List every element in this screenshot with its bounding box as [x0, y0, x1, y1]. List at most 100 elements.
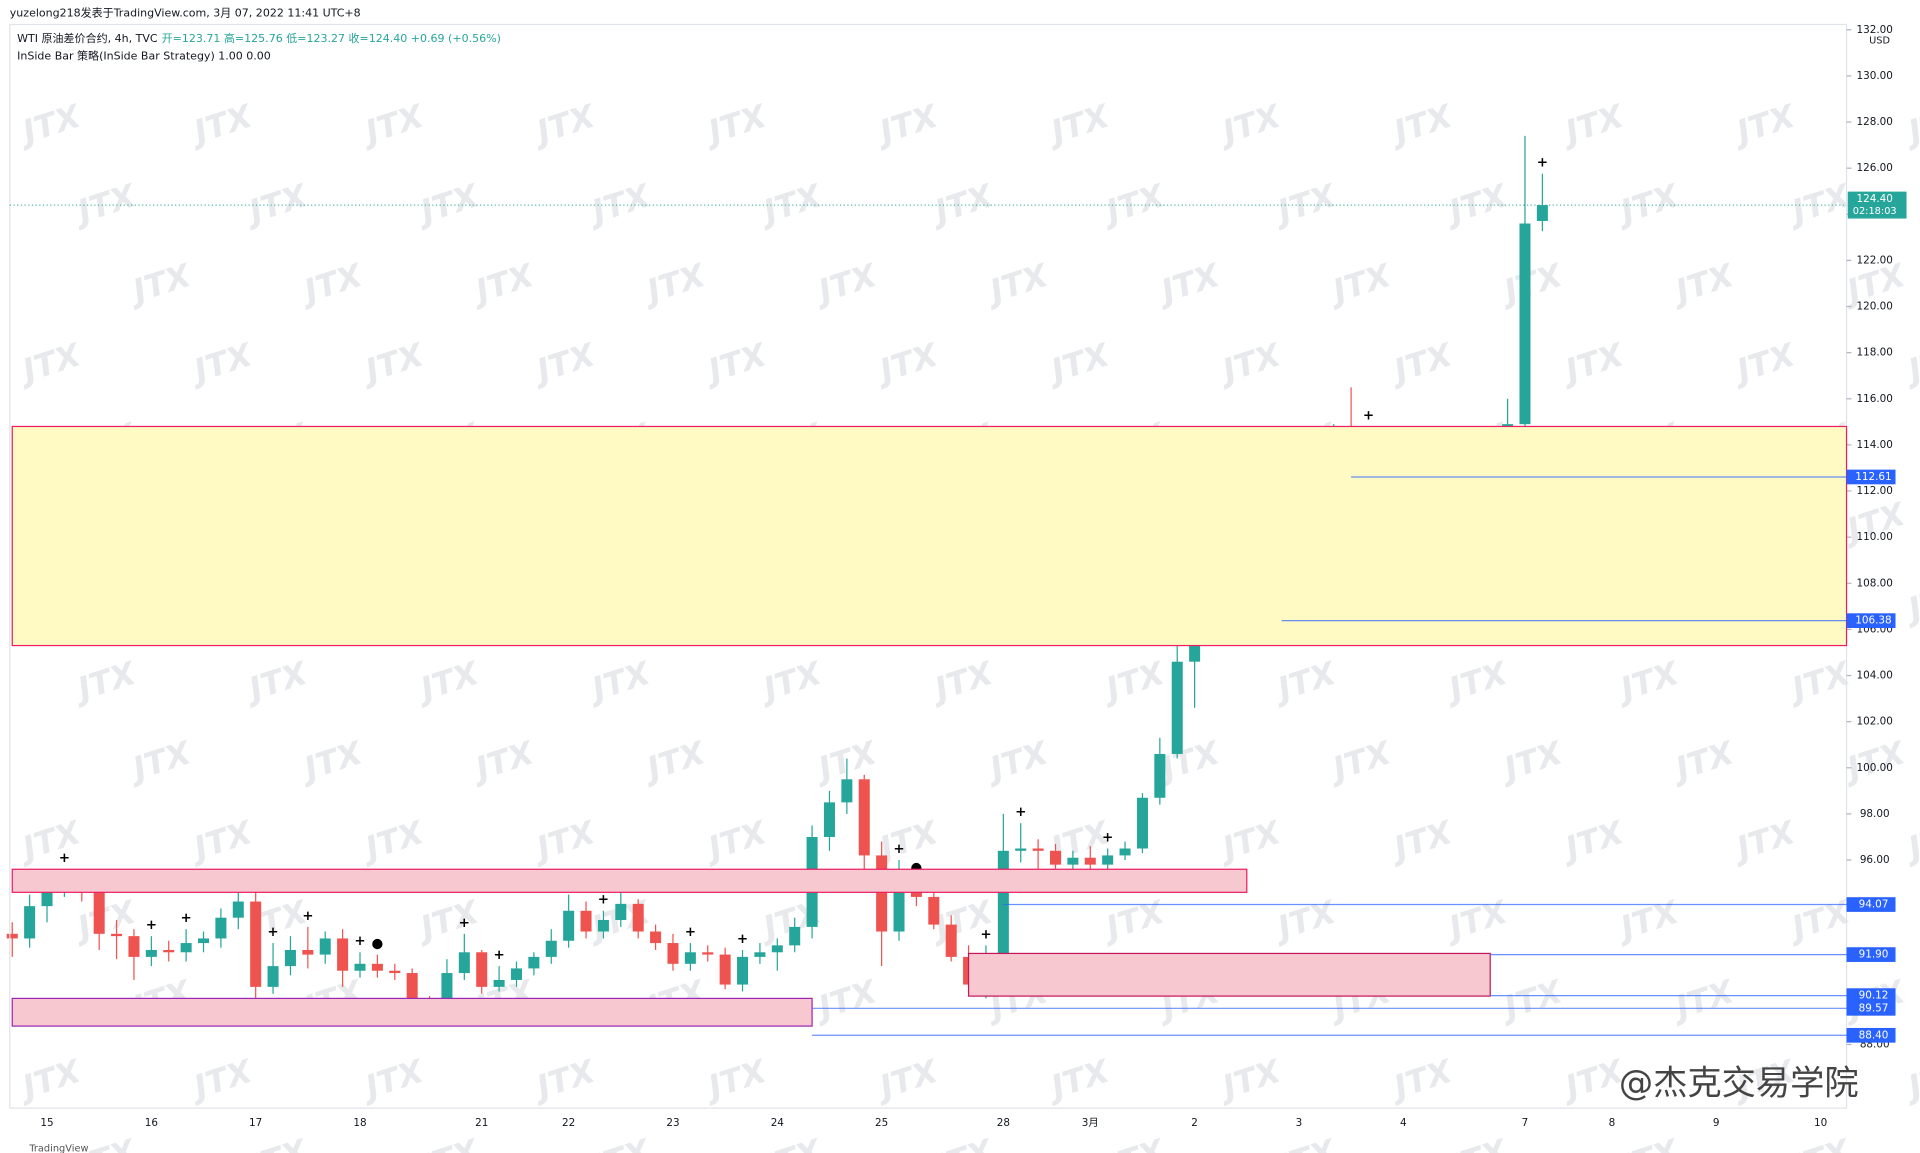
- y-tick-label: 120.00: [1857, 301, 1893, 313]
- candle-body: [1519, 223, 1531, 425]
- credit-watermark: @杰克交易学院: [1619, 1063, 1859, 1103]
- ohlc-line: 开=123.71 高=125.76 低=123.27 收=124.40 +0.6…: [162, 31, 501, 45]
- y-tick-label: 126.00: [1857, 162, 1893, 174]
- candle-body: [719, 954, 731, 985]
- x-tick-label: 18: [353, 1117, 366, 1129]
- signal: +: [893, 842, 904, 857]
- candle-body: [319, 938, 331, 955]
- signal: +: [459, 916, 470, 931]
- x-tick-label: 25: [875, 1117, 888, 1129]
- candle-body: [893, 890, 905, 932]
- x-tick-label: 24: [771, 1117, 785, 1129]
- currency: USD: [1869, 35, 1890, 46]
- signal: +: [180, 911, 191, 926]
- y-tick-label: 132.00: [1857, 24, 1893, 36]
- candle-body: [597, 919, 609, 932]
- candle-body: [563, 910, 575, 941]
- candle-body: [510, 968, 522, 980]
- x-tick-label: 3月: [1082, 1117, 1099, 1129]
- candle-body: [180, 943, 192, 953]
- logo: TradingView: [28, 1144, 88, 1153]
- signal: +: [685, 925, 696, 940]
- y-tick-label: 110.00: [1857, 531, 1893, 543]
- signal: +: [354, 934, 365, 949]
- candle-body: [302, 949, 314, 955]
- x-tick-label: 17: [249, 1117, 262, 1129]
- candle-body: [771, 945, 783, 953]
- price-tag-label: 89.57: [1859, 1002, 1889, 1014]
- signal: +: [302, 909, 313, 924]
- candle-body: [1084, 857, 1096, 865]
- candle-body: [1136, 797, 1148, 849]
- x-tick-label: 10: [1814, 1117, 1827, 1129]
- candle-body: [232, 901, 244, 918]
- candle-body: [1102, 855, 1114, 865]
- signal: +: [267, 925, 278, 940]
- candle-body: [145, 949, 157, 957]
- candle-body: [1032, 848, 1044, 851]
- x-tick-label: 28: [997, 1117, 1010, 1129]
- candle-body: [198, 938, 210, 944]
- price-tag-label: 94.07: [1859, 899, 1889, 911]
- candle-body: [93, 887, 105, 934]
- x-tick-label: 15: [40, 1117, 53, 1129]
- x-tick-label: 3: [1296, 1117, 1303, 1129]
- price-tag: [1846, 947, 1896, 962]
- candle-body: [371, 963, 383, 971]
- candle-body: [267, 966, 279, 987]
- price-tag: [1846, 1027, 1896, 1043]
- signal: ●: [372, 937, 384, 952]
- signal: +: [146, 918, 157, 933]
- x-tick-label: 8: [1609, 1117, 1616, 1129]
- candle-body: [528, 956, 540, 969]
- y-tick-label: 112.00: [1857, 485, 1893, 497]
- last-price-tag: [1847, 191, 1907, 219]
- candle-body: [945, 924, 957, 957]
- price-tag-label: 112.61: [1855, 471, 1891, 483]
- y-tick-label: 100.00: [1857, 762, 1893, 774]
- candle-body: [632, 903, 644, 932]
- candle-body: [997, 850, 1009, 957]
- x-tick-label: 16: [145, 1117, 158, 1129]
- y-tick-label: 114.00: [1857, 439, 1893, 451]
- candle-body: [337, 938, 349, 971]
- candle-body: [406, 973, 418, 1004]
- candle-body: [754, 952, 766, 957]
- candle-body: [1067, 857, 1079, 865]
- zone: [11, 997, 813, 1027]
- x-tick-label: 21: [475, 1117, 488, 1129]
- x-tick-label: 23: [666, 1117, 679, 1129]
- candle-body: [615, 903, 627, 920]
- candle-body: [111, 933, 123, 937]
- price-tag-label: 91.90: [1859, 949, 1889, 961]
- signal: ●: [911, 860, 923, 875]
- author-line: yuzelong218发表于TradingView.com, 3月 07, 20…: [10, 5, 361, 19]
- signal: +: [1015, 805, 1026, 820]
- candle-body: [702, 952, 714, 955]
- y-tick-label: 130.00: [1857, 70, 1893, 82]
- y-tick-label: 96.00: [1860, 854, 1890, 866]
- signal: +: [59, 851, 70, 866]
- x-tick-label: 7: [1522, 1117, 1529, 1129]
- candle-body: [1154, 753, 1166, 798]
- y-tick-label: 98.00: [1860, 808, 1890, 820]
- candle-body: [667, 943, 679, 964]
- candle-body: [737, 956, 749, 985]
- y-tick-label: 104.00: [1857, 670, 1893, 682]
- candle-body: [684, 952, 696, 964]
- zone: [11, 425, 1848, 647]
- candle-body: [354, 963, 366, 971]
- signal: +: [980, 927, 991, 942]
- candle-body: [841, 779, 853, 803]
- candle-body: [1171, 661, 1183, 754]
- signal: +: [598, 893, 609, 908]
- price-tag: [1846, 613, 1896, 628]
- price-tag: [1846, 1000, 1896, 1016]
- candle-body: [910, 890, 922, 897]
- price-tag-label: 106.38: [1855, 615, 1891, 627]
- candle-body: [928, 896, 940, 925]
- y-tick-label: 118.00: [1857, 347, 1893, 359]
- candle-body: [389, 970, 401, 974]
- candle-body: [650, 931, 662, 944]
- candle-body: [823, 802, 835, 837]
